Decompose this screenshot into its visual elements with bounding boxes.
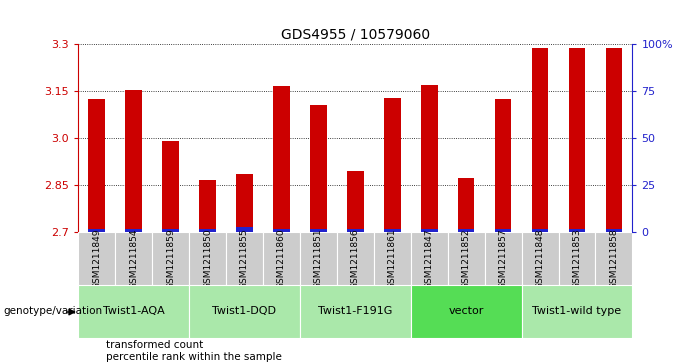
Text: GSM1211856: GSM1211856 [351, 228, 360, 289]
Bar [273, 86, 290, 232]
Bar [421, 85, 437, 232]
Bar [300, 232, 337, 285]
Text: GSM1211850: GSM1211850 [203, 228, 212, 289]
Bar [300, 285, 411, 338]
Text: GSM1211849: GSM1211849 [92, 228, 101, 289]
Bar [532, 48, 548, 232]
Text: GSM1211861: GSM1211861 [388, 228, 396, 289]
Text: GSM1211848: GSM1211848 [536, 228, 545, 289]
Bar [606, 48, 622, 232]
Bar [421, 229, 437, 232]
Bar [568, 229, 585, 232]
Bar [310, 229, 326, 232]
Bar [310, 105, 326, 232]
Bar [384, 98, 401, 232]
Bar [558, 232, 596, 285]
Bar [384, 229, 401, 232]
Bar [78, 232, 115, 285]
Bar [568, 48, 585, 232]
Bar [374, 232, 411, 285]
Text: GSM1211860: GSM1211860 [277, 228, 286, 289]
Text: GSM1211852: GSM1211852 [462, 228, 471, 289]
Text: Twist1-DQD: Twist1-DQD [212, 306, 277, 316]
Bar [263, 232, 300, 285]
Bar [532, 229, 548, 232]
Bar [115, 232, 152, 285]
Bar [88, 99, 105, 232]
Text: Twist1-AQA: Twist1-AQA [103, 306, 165, 316]
Bar [199, 180, 216, 232]
Text: GSM1211853: GSM1211853 [573, 228, 581, 289]
Bar [347, 171, 364, 232]
Text: Twist1-F191G: Twist1-F191G [318, 306, 392, 316]
Text: GSM1211858: GSM1211858 [609, 228, 618, 289]
Bar [189, 285, 300, 338]
Text: genotype/variation: genotype/variation [3, 306, 103, 317]
Bar [152, 232, 189, 285]
Bar [458, 229, 475, 232]
Text: GSM1211854: GSM1211854 [129, 228, 138, 289]
Bar [596, 232, 632, 285]
Bar [189, 232, 226, 285]
Bar [495, 99, 511, 232]
Text: GSM1211851: GSM1211851 [314, 228, 323, 289]
Bar [606, 229, 622, 232]
Bar [411, 285, 522, 338]
Bar [125, 229, 142, 232]
Bar [125, 90, 142, 232]
Text: GSM1211847: GSM1211847 [425, 228, 434, 289]
Text: GSM1211855: GSM1211855 [240, 228, 249, 289]
Bar [226, 232, 263, 285]
Text: GSM1211859: GSM1211859 [166, 228, 175, 289]
Bar [337, 232, 374, 285]
Bar [199, 229, 216, 232]
Bar [485, 232, 522, 285]
Bar [347, 229, 364, 232]
Text: Twist1-wild type: Twist1-wild type [532, 306, 622, 316]
Text: transformed count: transformed count [106, 340, 203, 350]
Bar [522, 285, 632, 338]
Bar [495, 229, 511, 232]
Bar [273, 229, 290, 232]
Bar [236, 174, 253, 232]
Bar [163, 141, 179, 232]
Bar [458, 178, 475, 232]
Bar [163, 229, 179, 232]
Bar [411, 232, 447, 285]
Text: GSM1211857: GSM1211857 [498, 228, 507, 289]
Bar [236, 227, 253, 232]
Bar [447, 232, 485, 285]
Text: vector: vector [448, 306, 484, 316]
Bar [522, 232, 558, 285]
Title: GDS4955 / 10579060: GDS4955 / 10579060 [281, 27, 430, 41]
Text: percentile rank within the sample: percentile rank within the sample [106, 352, 282, 362]
Bar [78, 285, 189, 338]
Bar [88, 229, 105, 232]
